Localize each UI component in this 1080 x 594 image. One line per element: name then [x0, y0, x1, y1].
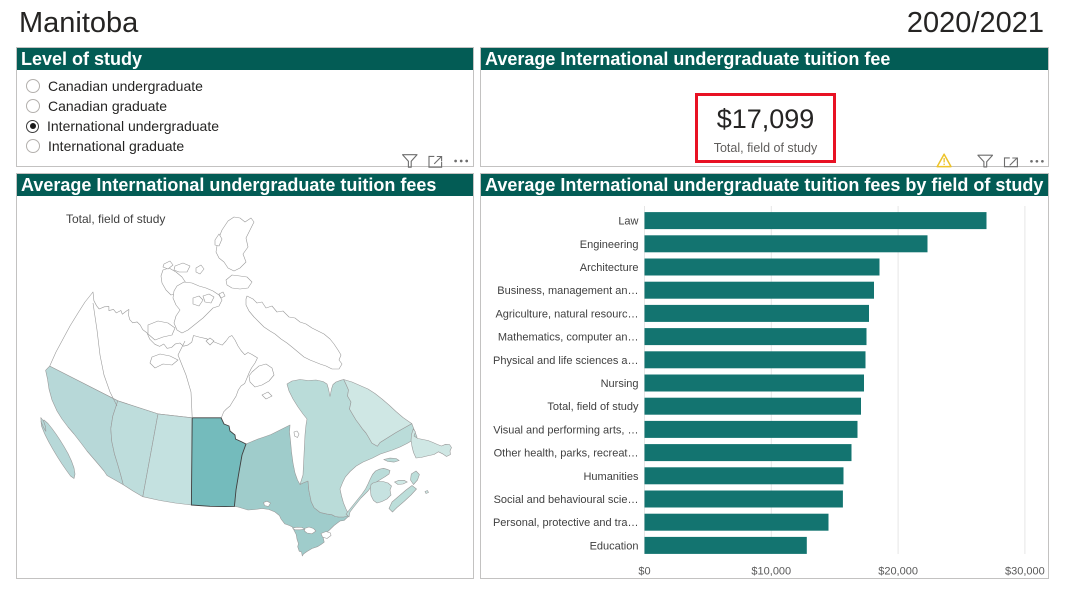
svg-text:Business, management an…: Business, management an… — [497, 285, 638, 297]
svg-text:$30,000: $30,000 — [1005, 566, 1045, 578]
svg-text:Law: Law — [618, 216, 638, 228]
svg-text:$10,000: $10,000 — [751, 566, 791, 578]
svg-text:Humanities: Humanities — [583, 471, 639, 483]
svg-text:Physical and life sciences a…: Physical and life sciences a… — [493, 355, 639, 367]
svg-text:Agriculture, natural resourc…: Agriculture, natural resourc… — [495, 308, 638, 320]
svg-text:Nursing: Nursing — [601, 378, 639, 390]
svg-text:Other health, parks, recreat…: Other health, parks, recreat… — [494, 448, 639, 460]
svg-text:Personal, protective and tra…: Personal, protective and tra… — [493, 517, 639, 529]
svg-text:Architecture: Architecture — [580, 262, 639, 274]
svg-text:Total, field of study: Total, field of study — [547, 401, 639, 413]
svg-text:$20,000: $20,000 — [878, 566, 918, 578]
svg-text:$0: $0 — [638, 566, 650, 578]
svg-text:Visual and performing arts, …: Visual and performing arts, … — [493, 424, 638, 436]
svg-text:Social and behavioural scie…: Social and behavioural scie… — [494, 494, 639, 506]
svg-text:Mathematics, computer an…: Mathematics, computer an… — [498, 332, 639, 344]
svg-text:Engineering: Engineering — [580, 239, 639, 251]
svg-text:Education: Education — [590, 540, 639, 552]
